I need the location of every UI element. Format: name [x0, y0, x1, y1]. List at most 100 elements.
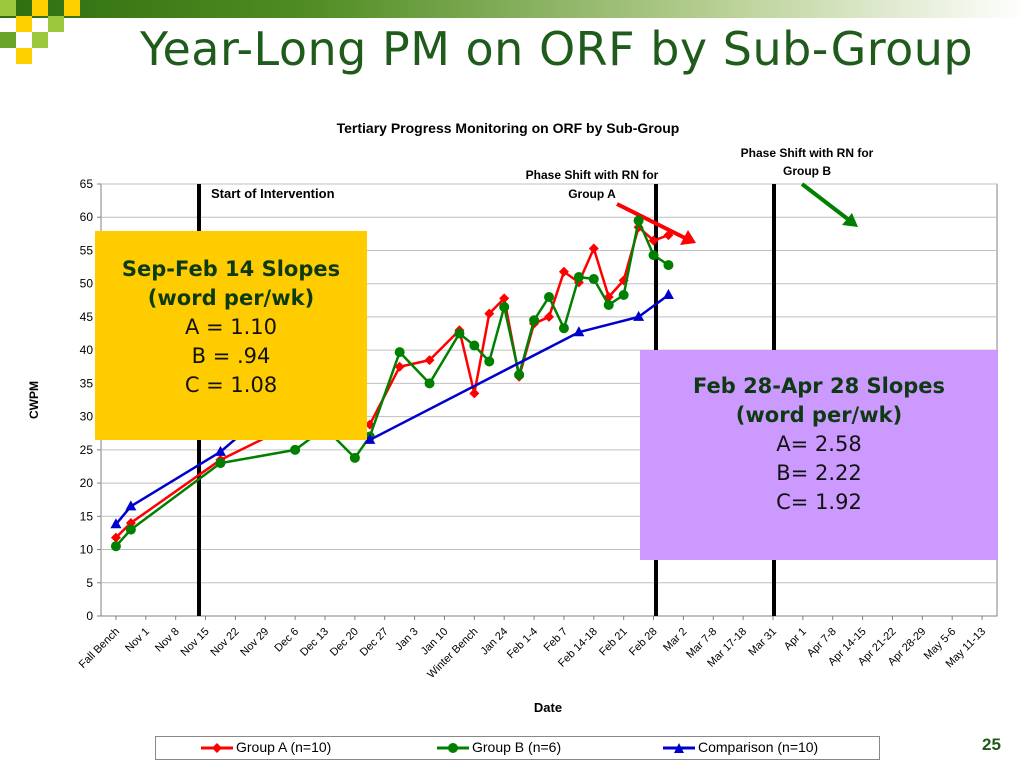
slope-value-b: B= 2.22 [776, 461, 862, 485]
x-tick-label: Feb 28 [627, 626, 660, 659]
x-tick-label: Dec 20 [328, 626, 361, 659]
x-tick-label: Nov 22 [208, 626, 241, 659]
x-tick-label: Nov 15 [179, 626, 212, 659]
data-point [454, 328, 465, 339]
data-point [514, 369, 525, 380]
legend-item-comparison: Comparison (n=10) [663, 739, 818, 755]
x-tick-label: Apr 1 [782, 626, 809, 653]
annotation-phase-shift-b: Phase Shift with RN for [741, 146, 874, 160]
slope-box-feb-apr: Feb 28-Apr 28 Slopes (word per/wk) A= 2.… [640, 350, 998, 560]
data-point [125, 524, 136, 535]
data-point [394, 347, 405, 358]
y-axis-title: CWPM [27, 381, 41, 419]
y-tick-label: 0 [86, 609, 93, 623]
slope-value-c: C = 1.08 [184, 373, 278, 397]
data-point [499, 293, 510, 304]
y-tick-label: 20 [80, 476, 94, 490]
data-point [573, 326, 585, 337]
data-point [558, 323, 569, 334]
legend-item-group-a: Group A (n=10) [201, 739, 331, 755]
x-tick-label: Jan 3 [393, 626, 421, 654]
slope-box-header: Feb 28-Apr 28 Slopes [692, 374, 946, 398]
slope-value-b: B = .94 [191, 344, 271, 368]
data-point [110, 532, 121, 543]
data-point [529, 315, 540, 326]
slide-number: 25 [982, 735, 1001, 754]
header-gradient-bar [0, 0, 1024, 18]
x-tick-label: Dec 27 [358, 626, 391, 659]
data-point [424, 355, 435, 366]
x-tick-label: Dec 13 [298, 626, 331, 659]
green-arrow-shaft [800, 182, 851, 222]
data-point [663, 230, 674, 241]
slope-box-unit: (word per/wk) [735, 403, 903, 427]
data-point [648, 235, 659, 246]
legend-label: Group A (n=10) [236, 739, 332, 755]
data-point [110, 541, 121, 552]
slide-title: Year-Long PM on ORF by Sub-Group [140, 22, 974, 76]
annotation-start-of-intervention: Start of Intervention [211, 186, 335, 201]
data-point [469, 388, 480, 399]
y-tick-label: 10 [80, 543, 94, 557]
green-arrow-head [842, 213, 858, 227]
data-point [499, 301, 510, 312]
data-point [484, 308, 495, 319]
annotation-phase-shift-b: Group B [783, 164, 831, 178]
data-point [544, 291, 554, 302]
slope-value-a: A = 1.10 [184, 315, 278, 339]
data-point [364, 433, 376, 444]
slope-box-sep-feb: Sep-Feb 14 Slopes (word per/wk) A = 1.10… [95, 231, 367, 440]
red-arrow-head [680, 230, 696, 245]
x-tick-label: Feb 21 [597, 626, 630, 659]
y-tick-label: 45 [80, 310, 94, 324]
data-point [618, 289, 629, 300]
x-tick-label: Feb 1-4 [505, 626, 540, 661]
legend-item-group-b: Group B (n=6) [437, 739, 561, 755]
data-point [424, 378, 435, 389]
x-axis-title: Date [534, 700, 562, 715]
data-point [125, 500, 137, 511]
y-tick-label: 55 [80, 243, 94, 257]
legend-triangle-marker-icon [663, 743, 695, 754]
y-tick-label: 40 [80, 343, 94, 357]
data-point [573, 272, 584, 283]
data-point [663, 260, 674, 271]
y-tick-label: 50 [80, 277, 94, 291]
data-point [469, 340, 480, 351]
annotation-phase-shift-a: Group A [568, 187, 616, 201]
data-point [349, 452, 360, 463]
data-point [110, 518, 122, 529]
y-tick-label: 15 [80, 509, 94, 523]
data-point [633, 215, 644, 226]
y-tick-label: 65 [80, 177, 94, 191]
data-point [215, 458, 226, 469]
legend-label: Comparison (n=10) [698, 739, 819, 755]
slope-value-a: A= 2.58 [776, 432, 862, 456]
data-point [214, 445, 226, 456]
x-tick-label: Fall Bench [77, 626, 122, 671]
x-tick-label: Mar 2 [661, 626, 689, 654]
data-point [544, 311, 554, 322]
chart-legend: Group A (n=10) Group B (n=6) Comparison … [155, 736, 880, 760]
data-point [633, 310, 645, 321]
data-point [290, 444, 301, 455]
red-arrow-shaft [616, 202, 686, 240]
x-tick-label: Nov 29 [238, 626, 271, 659]
annotation-phase-shift-a: Phase Shift with RN for [526, 168, 659, 182]
y-tick-label: 35 [80, 376, 94, 390]
data-point [558, 266, 569, 277]
y-tick-label: 25 [80, 443, 94, 457]
x-tick-label: Mar 31 [746, 626, 779, 659]
legend-label: Group B (n=6) [472, 739, 562, 755]
data-point [484, 356, 495, 367]
data-point [588, 243, 599, 254]
data-point [588, 274, 599, 285]
y-tick-label: 5 [86, 576, 93, 590]
slope-box-unit: (word per/wk) [147, 286, 315, 310]
data-point [394, 361, 405, 372]
chart-title: Tertiary Progress Monitoring on ORF by S… [337, 120, 680, 136]
y-tick-label: 30 [80, 410, 94, 424]
slope-value-c: C= 1.92 [776, 490, 862, 514]
x-tick-label: Nov 1 [123, 626, 152, 655]
legend-circle-marker-icon [437, 743, 469, 754]
